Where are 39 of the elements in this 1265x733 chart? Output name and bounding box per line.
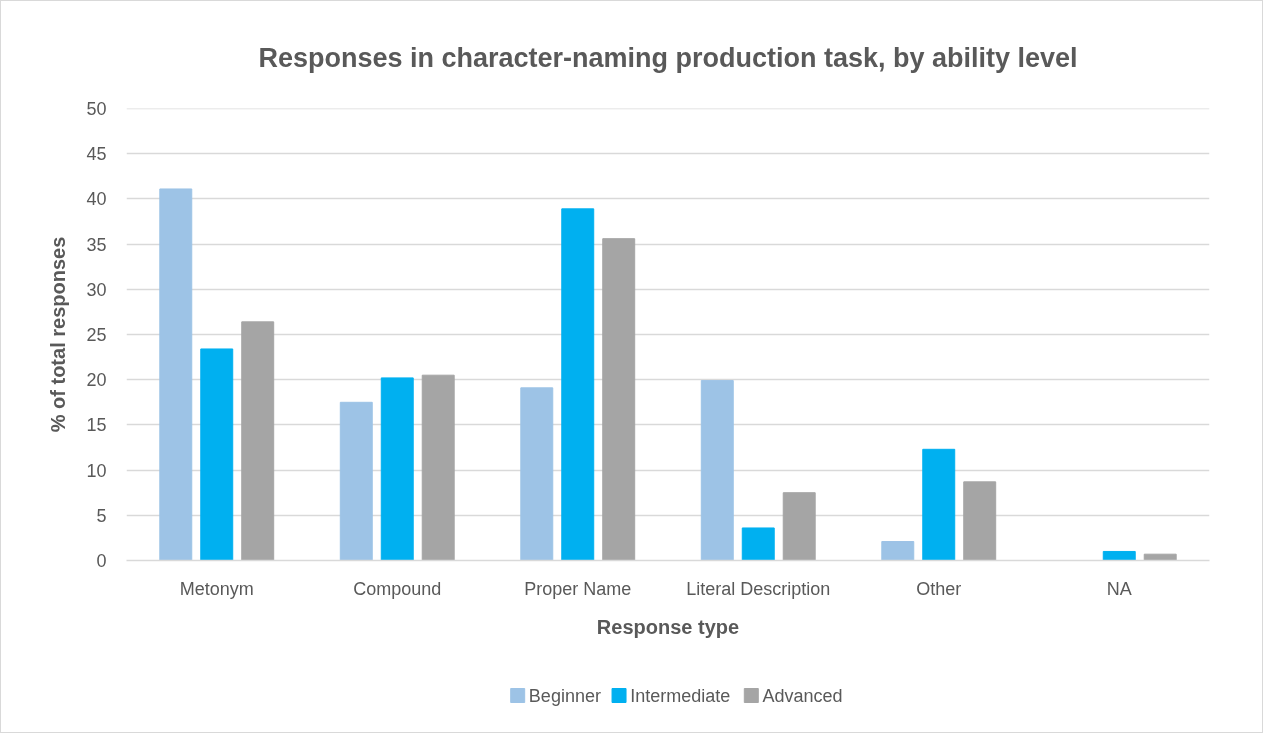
bar [881, 541, 915, 561]
y-axis-title: % of total responses [47, 236, 70, 433]
bar [782, 492, 816, 561]
bar [561, 208, 595, 561]
bar [421, 374, 455, 561]
bar [741, 527, 775, 561]
bar [700, 380, 734, 561]
x-tick-label: Other [916, 578, 962, 599]
bar [520, 387, 554, 561]
bar [339, 401, 373, 561]
legend-label: Beginner [528, 685, 601, 706]
y-tick-label: 0 [96, 551, 107, 571]
bar [1102, 550, 1136, 561]
x-tick-label: Literal Description [686, 578, 831, 599]
bar [922, 448, 956, 561]
y-tick-label: 20 [86, 370, 107, 391]
bar [963, 481, 997, 561]
y-tick-label: 45 [86, 144, 107, 165]
legend-label: Advanced [762, 685, 843, 706]
y-tick-label: 40 [86, 189, 107, 210]
y-tick-label: 30 [86, 279, 107, 300]
x-tick-label: Compound [353, 578, 442, 599]
x-tick-label: NA [1106, 578, 1132, 599]
x-tick-label: Proper Name [524, 578, 632, 599]
legend-label: Intermediate [630, 685, 731, 706]
bar [200, 348, 234, 561]
x-axis-title: Response type [596, 615, 740, 638]
y-tick-label: 5 [96, 505, 107, 526]
bar [241, 321, 275, 561]
y-tick-label: 35 [86, 234, 107, 255]
y-tick-label: 25 [86, 325, 107, 345]
y-tick-label: 50 [86, 99, 107, 119]
y-tick-label: 15 [86, 415, 107, 436]
bar [159, 188, 193, 561]
bar [380, 377, 414, 561]
y-tick-label: 10 [86, 460, 107, 481]
chart-title: Responses in character-naming production task, by ability level [258, 42, 1078, 73]
bar [602, 238, 636, 561]
x-tick-label: Metonym [179, 578, 254, 599]
